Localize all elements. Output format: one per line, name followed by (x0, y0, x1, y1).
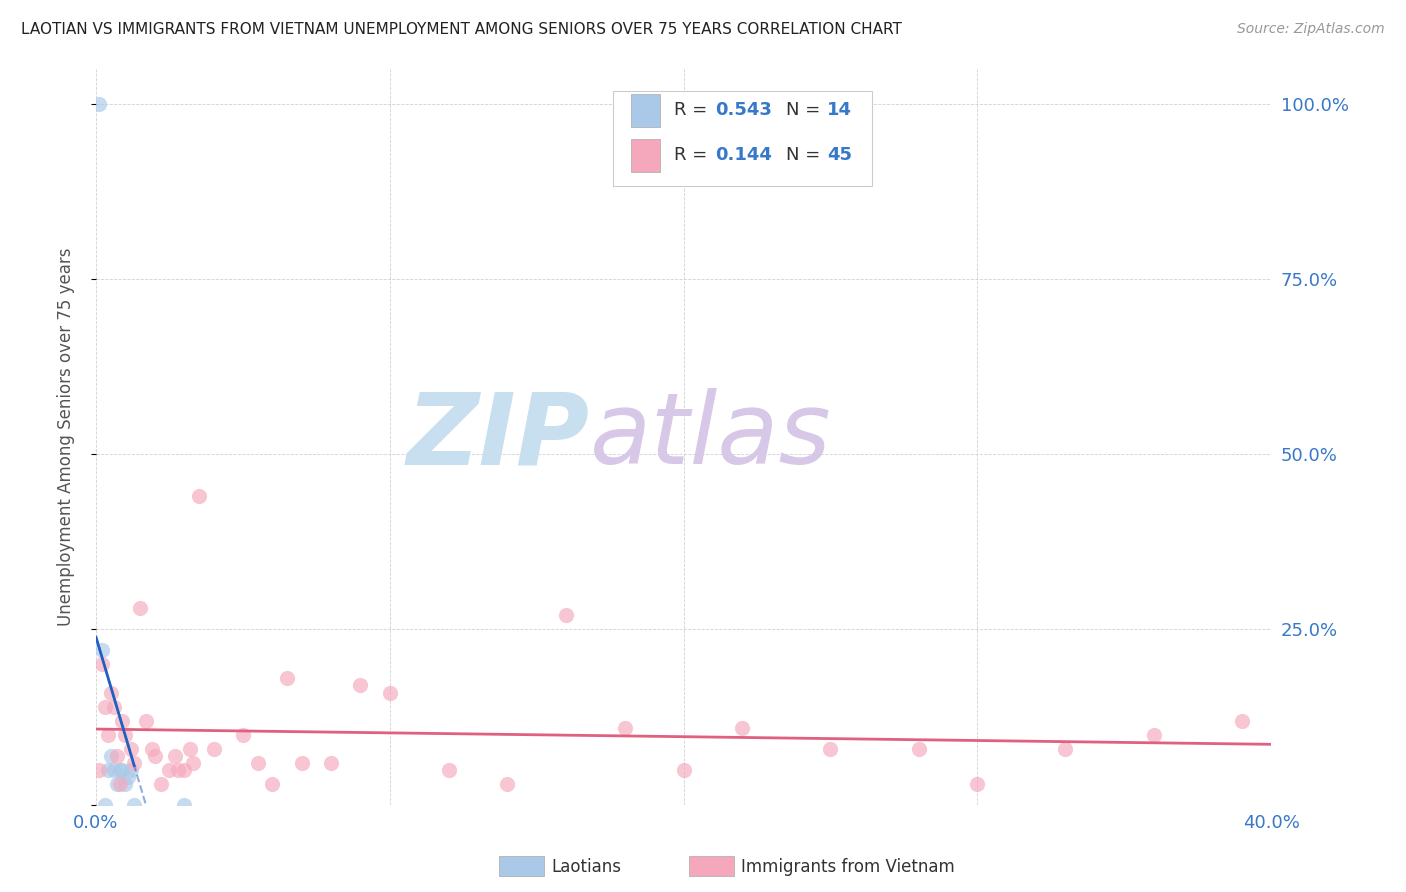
Point (276, 672, 298, 686)
Point (111, 763, 134, 777)
Point (378, 685, 401, 699)
Point (114, 777, 136, 791)
Point (94, 797, 117, 812)
Y-axis label: Unemployment Among Seniors over 75 years: Unemployment Among Seniors over 75 years (58, 247, 75, 626)
Point (173, 797, 195, 812)
Text: Immigrants from Vietnam: Immigrants from Vietnam (741, 858, 955, 876)
Point (108, 763, 131, 777)
Text: N =: N = (786, 146, 825, 164)
Point (246, 756, 269, 770)
Text: 45: 45 (827, 146, 852, 164)
FancyBboxPatch shape (631, 94, 659, 127)
Point (232, 728, 254, 742)
Point (181, 756, 204, 770)
Point (262, 777, 284, 791)
Point (135, 714, 157, 728)
Point (966, 777, 988, 791)
Text: 0.144: 0.144 (716, 146, 772, 164)
Point (1230, 714, 1253, 728)
Text: ZIP: ZIP (406, 388, 589, 485)
Point (129, 601, 152, 615)
Point (496, 777, 519, 791)
Point (820, 741, 842, 756)
Point (349, 678, 371, 692)
Point (87, 96, 110, 111)
Point (1054, 741, 1077, 756)
Point (111, 714, 134, 728)
Point (141, 741, 163, 756)
Point (100, 748, 122, 763)
Point (555, 608, 578, 623)
Point (187, 489, 209, 503)
Point (120, 763, 142, 777)
Point (173, 763, 195, 777)
FancyBboxPatch shape (631, 139, 659, 172)
Point (159, 763, 181, 777)
Point (122, 756, 145, 770)
Point (114, 728, 136, 742)
Text: atlas: atlas (589, 388, 831, 485)
Text: 14: 14 (827, 102, 852, 120)
Point (103, 699, 125, 714)
Point (94, 699, 117, 714)
Text: R =: R = (673, 146, 713, 164)
Point (105, 777, 128, 791)
Text: R =: R = (673, 102, 713, 120)
Point (117, 770, 139, 784)
Text: Source: ZipAtlas.com: Source: ZipAtlas.com (1237, 22, 1385, 37)
Point (143, 748, 166, 763)
Point (165, 748, 187, 763)
Point (907, 741, 929, 756)
Point (319, 756, 342, 770)
Point (202, 741, 225, 756)
Point (731, 721, 754, 735)
Point (613, 721, 636, 735)
Text: Laotians: Laotians (551, 858, 621, 876)
Point (90, 643, 112, 657)
Point (672, 763, 695, 777)
Point (149, 777, 172, 791)
Point (87, 763, 110, 777)
FancyBboxPatch shape (613, 91, 872, 186)
Text: N =: N = (786, 102, 825, 120)
Point (120, 741, 142, 756)
Point (90, 657, 112, 672)
Point (167, 763, 190, 777)
Point (437, 763, 460, 777)
Point (105, 748, 128, 763)
Point (291, 756, 314, 770)
Point (100, 685, 122, 699)
Point (97, 763, 120, 777)
Text: LAOTIAN VS IMMIGRANTS FROM VIETNAM UNEMPLOYMENT AMONG SENIORS OVER 75 YEARS CORR: LAOTIAN VS IMMIGRANTS FROM VIETNAM UNEMP… (21, 22, 903, 37)
Point (122, 797, 145, 812)
Point (103, 763, 125, 777)
Point (179, 741, 201, 756)
Point (108, 777, 131, 791)
Text: 0.543: 0.543 (716, 102, 772, 120)
Point (97, 728, 120, 742)
Point (1142, 728, 1164, 742)
